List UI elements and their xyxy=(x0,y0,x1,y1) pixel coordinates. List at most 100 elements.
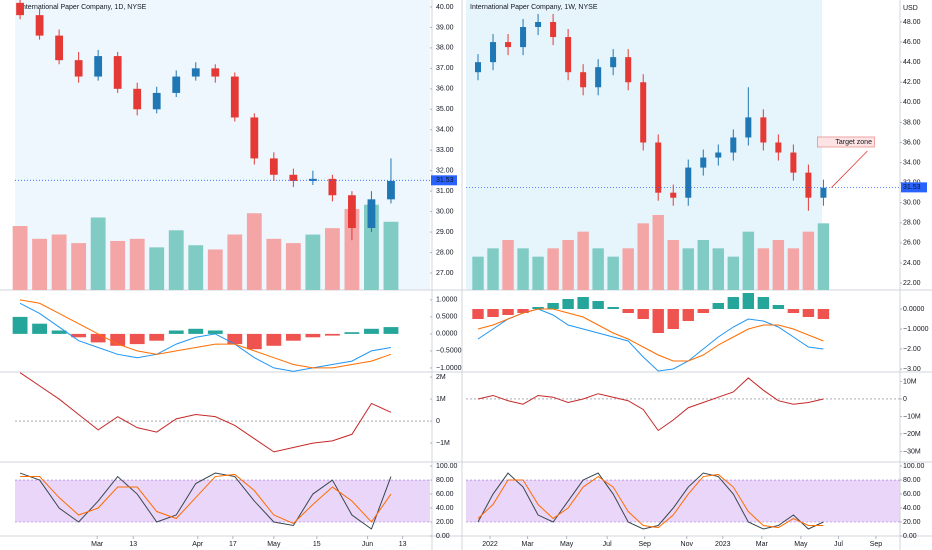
histogram-bar xyxy=(207,330,223,334)
indicator-line xyxy=(477,308,824,362)
candle-body xyxy=(94,56,103,77)
x-tick-label: Sep xyxy=(870,541,883,548)
volume-bar xyxy=(51,234,67,290)
chart-title: International Paper Company, 1D, NYSE xyxy=(20,4,147,11)
histogram-bar xyxy=(817,309,830,319)
y-tick-label: 0 xyxy=(436,418,440,425)
last-price-tag xyxy=(901,182,927,193)
histogram-bar xyxy=(266,333,282,346)
candle-body xyxy=(640,82,647,143)
candle-body xyxy=(74,60,83,77)
price-band-background xyxy=(15,0,430,290)
y-tick-label: 30.00 xyxy=(903,200,921,207)
x-tick-label: Jul xyxy=(603,541,612,548)
y-tick-label: −10M xyxy=(903,413,921,420)
candle-body xyxy=(820,187,827,198)
x-tick-label: Mar xyxy=(91,541,104,548)
y-tick-label: −3.00 xyxy=(903,366,921,373)
y-tick-label: −1M xyxy=(436,440,450,447)
target-zone xyxy=(817,136,875,148)
candle-body xyxy=(328,178,337,196)
x-tick-label: May xyxy=(267,541,281,548)
volume-bar xyxy=(772,240,785,290)
candle-body xyxy=(55,35,64,61)
candle-body xyxy=(172,76,181,93)
volume-bar xyxy=(12,226,28,290)
histogram-bar xyxy=(622,309,634,313)
volume-bar xyxy=(32,238,48,290)
candle-body xyxy=(490,42,497,63)
histogram-bar xyxy=(32,323,48,334)
candle-body xyxy=(367,199,376,228)
candle-body xyxy=(250,117,259,159)
last-price-label: 31.53 xyxy=(903,184,921,191)
volume-bar xyxy=(697,240,709,290)
candle-body xyxy=(16,2,24,16)
volume-bar xyxy=(168,230,184,290)
histogram-bar xyxy=(149,333,165,341)
x-tick-label: May xyxy=(794,541,808,548)
y-tick-label: 29.00 xyxy=(436,229,454,236)
candle-body xyxy=(790,152,797,173)
volume-bar xyxy=(727,256,740,290)
volume-bar xyxy=(71,243,87,290)
y-tick-label: 100.00 xyxy=(903,463,925,470)
volume-bar xyxy=(344,208,360,290)
candle-body xyxy=(520,27,527,48)
volume-bar xyxy=(547,248,559,290)
volume-bar xyxy=(487,248,499,290)
y-tick-label: 80.00 xyxy=(903,477,921,484)
x-tick-label: Nov xyxy=(681,541,694,548)
histogram-bar xyxy=(772,305,785,309)
volume-bar xyxy=(637,223,649,290)
histogram-bar xyxy=(757,297,770,309)
histogram-bar xyxy=(90,333,106,343)
y-tick-label: −30M xyxy=(903,448,921,455)
candle-body xyxy=(685,167,692,198)
histogram-bar xyxy=(168,330,184,334)
candle-body xyxy=(565,37,572,73)
stochastic-band xyxy=(15,480,430,523)
histogram-bar xyxy=(502,309,514,315)
y-tick-label: 42.00 xyxy=(903,79,921,86)
volume-bar xyxy=(305,234,321,290)
histogram-bar xyxy=(51,330,67,334)
y-tick-label: 36.00 xyxy=(436,86,454,93)
volume-bar xyxy=(652,215,664,290)
candle-body xyxy=(715,152,722,158)
histogram-bar xyxy=(532,307,544,309)
histogram-bar xyxy=(652,309,664,333)
x-tick-label: 2022 xyxy=(482,541,498,548)
volume-bar xyxy=(592,248,604,290)
y-tick-label: −0.5000 xyxy=(436,348,462,355)
x-tick-label: May xyxy=(560,541,574,548)
y-tick-label: 39.00 xyxy=(436,24,454,31)
chart-title: International Paper Company, 1W, NYSE xyxy=(470,4,598,11)
volume-bar xyxy=(787,248,800,290)
indicator-line xyxy=(19,299,392,369)
volume-bar xyxy=(622,248,634,290)
y-tick-label: −20M xyxy=(903,431,921,438)
y-tick-label: −2.00 xyxy=(903,346,921,353)
volume-bar xyxy=(383,221,399,290)
y-tick-label: 80.00 xyxy=(436,477,454,484)
y-tick-label: 35.00 xyxy=(436,106,454,113)
y-tick-label: 1M xyxy=(436,396,446,403)
x-tick-label: 13 xyxy=(399,541,407,548)
volume-bar xyxy=(149,247,165,290)
y-tick-label: 33.00 xyxy=(436,147,454,154)
indicator-line xyxy=(19,472,392,530)
histogram-bar xyxy=(712,303,724,309)
candle-body xyxy=(35,15,44,36)
candle-body xyxy=(655,142,662,193)
histogram-bar xyxy=(129,333,145,345)
candle-body xyxy=(348,195,356,228)
histogram-bar xyxy=(517,309,529,313)
volume-bar xyxy=(667,240,679,290)
x-tick-label: Mar xyxy=(522,541,535,548)
histogram-bar xyxy=(110,333,126,346)
last-price-label: 31.53 xyxy=(436,177,454,184)
histogram-bar xyxy=(682,309,694,321)
candle-body xyxy=(211,68,220,77)
y-tick-label: 46.00 xyxy=(903,39,921,46)
